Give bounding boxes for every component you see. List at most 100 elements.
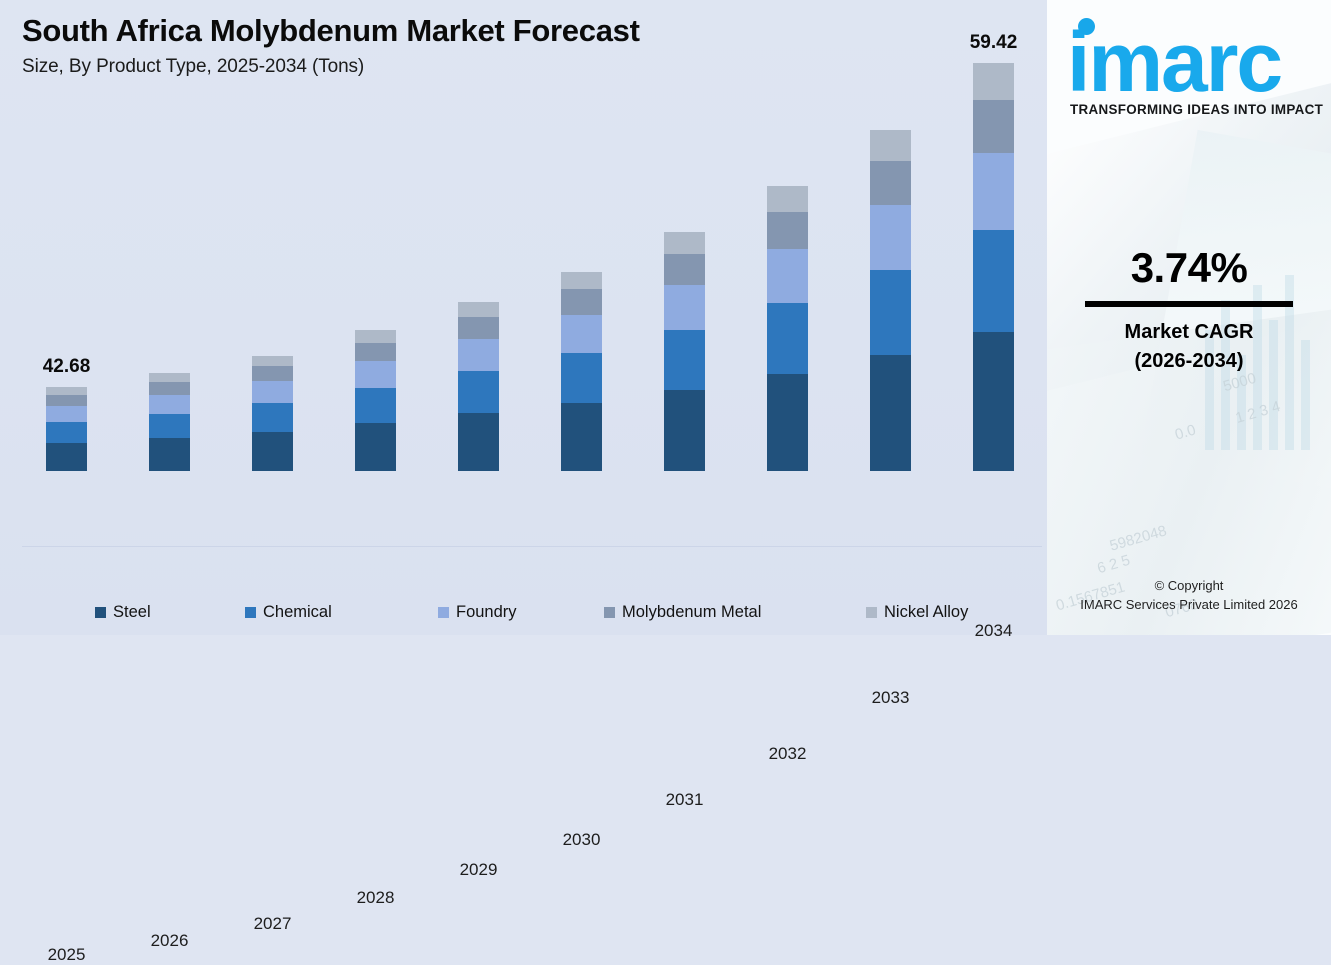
stacked-bar (149, 373, 190, 471)
bar-segment-foundry (252, 381, 293, 403)
stacked-bar (973, 63, 1014, 471)
logo-dot-icon (1078, 18, 1095, 35)
x-axis-label-2029: 2029 (459, 860, 498, 879)
bar-group-2034: 59.42 2034 (970, 32, 1018, 640)
bar-segment-steel (149, 438, 190, 471)
stacked-bar (355, 330, 396, 471)
bar-segment-chemical (252, 403, 293, 432)
bar-segment-chemical (355, 388, 396, 423)
bar-segment-moly (46, 395, 87, 406)
bar-segment-moly (355, 343, 396, 361)
cagr-period: (2026-2034) (1134, 350, 1244, 372)
bar-segment-moly (870, 161, 911, 205)
bar-segment-moly (973, 100, 1014, 153)
logo-wordmark: imarc (1067, 15, 1283, 109)
bar-segment-foundry (561, 315, 602, 353)
bar-segment-chemical (458, 371, 499, 413)
bar-segment-steel (355, 423, 396, 471)
cagr-value: 3.74% (1130, 244, 1248, 291)
bar-segment-steel (664, 390, 705, 471)
bar-group-2032: 2032 (767, 186, 808, 763)
stacked-bar (458, 302, 499, 471)
legend-item-steel[interactable]: Steel (95, 603, 151, 622)
legend-item-molybdenum-metal[interactable]: Molybdenum Metal (604, 603, 761, 622)
legend-item-nickel-alloy[interactable]: Nickel Alloy (866, 603, 968, 622)
chart-panel: South Africa Molybdenum Market Forecast … (0, 0, 1047, 964)
chart-legend: Steel Chemical Foundry Molybdenum Metal Nick… (0, 596, 1047, 628)
bar-segment-moly (664, 254, 705, 285)
bar-segment-chemical (870, 270, 911, 355)
legend-label: Molybdenum Metal (622, 602, 762, 621)
bar-segment-nickel (252, 356, 293, 366)
legend-label: Nickel Alloy (884, 602, 969, 621)
bar-segment-chemical (767, 303, 808, 374)
bar-segment-chemical (46, 422, 87, 443)
legend-swatch-icon (95, 606, 106, 618)
cagr-label: Market CAGR (1124, 321, 1254, 343)
bar-segment-foundry (46, 406, 87, 422)
bar-segment-foundry (355, 361, 396, 388)
bar-group-2031: 2031 (664, 232, 705, 809)
x-axis-label-2028: 2028 (356, 888, 395, 907)
bar-segment-steel (252, 432, 293, 471)
bar-segment-nickel (561, 272, 602, 289)
x-axis-label-2030: 2030 (562, 830, 601, 849)
legend-item-foundry[interactable]: Foundry (438, 603, 517, 622)
bar-segment-nickel (973, 63, 1014, 100)
bar-segment-foundry (767, 249, 808, 303)
cagr-divider (1085, 301, 1293, 307)
bar-segment-foundry (149, 395, 190, 414)
copyright-line-1: © Copyright (1154, 578, 1224, 593)
legend-swatch-icon (866, 606, 877, 618)
bar-group-2026: 2026 (149, 373, 190, 950)
bar-segment-steel (46, 443, 87, 471)
bar-segment-moly (252, 366, 293, 381)
bar-value-label: 59.42 (969, 32, 1018, 53)
plot-area: 42.68 2025 2026 2027 2028 2029 2030 2031 2032 203… (0, 0, 1047, 964)
bar-segment-moly (767, 212, 808, 249)
bar-segment-nickel (149, 373, 190, 382)
copyright-notice: © Copyright IMARC Services Private Limit… (1047, 577, 1331, 615)
bar-segment-nickel (355, 330, 396, 343)
bar-group-2029: 2029 (458, 302, 499, 879)
chart-header: South Africa Molybdenum Market Forecast … (22, 13, 640, 78)
bar-segment-steel (458, 413, 499, 471)
stacked-bar (767, 186, 808, 471)
imarc-logo: imarc TRANSFORMING IDEAS INTO IMPACT (1067, 8, 1323, 117)
stacked-bar (870, 130, 911, 471)
x-axis-label-2025: 2025 (47, 945, 86, 964)
legend-swatch-icon (604, 606, 615, 618)
stacked-bar (46, 387, 87, 471)
stacked-bar (664, 232, 705, 471)
bar-segment-foundry (870, 205, 911, 270)
cagr-block: 3.74% Market CAGR (2026-2034) (1047, 244, 1331, 376)
bar-segment-nickel (767, 186, 808, 212)
bar-segment-steel (973, 332, 1014, 471)
bar-value-label: 42.68 (42, 356, 91, 377)
bar-segment-foundry (458, 339, 499, 371)
bar-segment-moly (458, 317, 499, 339)
bar-segment-nickel (664, 232, 705, 254)
bar-segment-foundry (973, 153, 1014, 230)
bar-segment-nickel (870, 130, 911, 161)
legend-item-chemical[interactable]: Chemical (245, 603, 332, 622)
stacked-bar (561, 272, 602, 471)
bar-segment-nickel (458, 302, 499, 317)
bar-group-2033: 2033 (870, 130, 911, 707)
bar-segment-steel (767, 374, 808, 471)
legend-label: Chemical (263, 602, 332, 621)
page-subtitle: Size, By Product Type, 2025-2034 (Tons) (22, 55, 365, 77)
legend-swatch-icon (245, 606, 256, 618)
bar-segment-steel (870, 355, 911, 471)
copyright-line-2: IMARC Services Private Limited 2026 (1080, 596, 1298, 612)
bar-segment-moly (561, 289, 602, 315)
bar-segment-chemical (149, 414, 190, 438)
panel-background-graphic: 1 2 3 4 5000 0.0 5982048 6 2 5 0768 0.15… (1047, 0, 1331, 635)
logo-tagline: TRANSFORMING IDEAS INTO IMPACT (1070, 102, 1324, 117)
legend-label: Steel (113, 602, 151, 621)
bar-group-2025: 42.68 2025 (43, 356, 91, 964)
legend-swatch-icon (438, 606, 449, 618)
x-axis-label-2033: 2033 (871, 688, 910, 707)
stacked-bar (252, 356, 293, 471)
